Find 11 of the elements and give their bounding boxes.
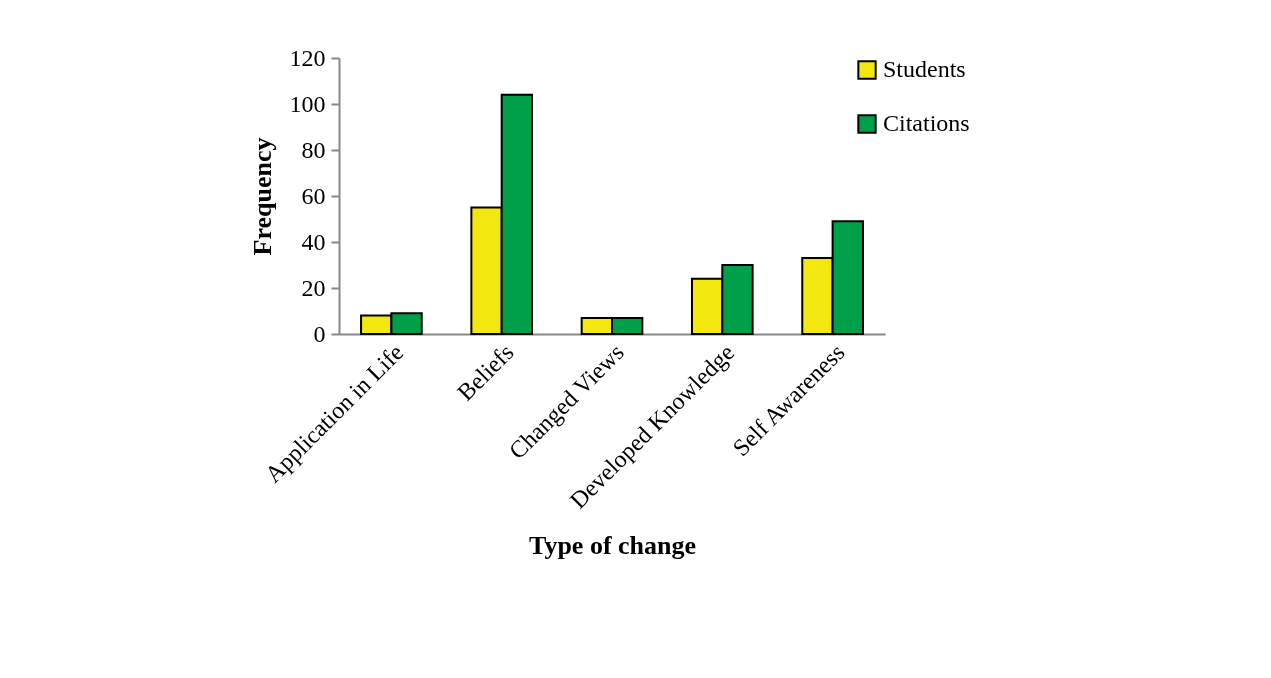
y-tick-label: 60	[301, 182, 326, 209]
x-axis-title: Type of change	[528, 531, 697, 561]
y-axis-title: Frequency	[247, 137, 277, 256]
legend-label: Students	[883, 56, 966, 82]
legend-label: Citations	[883, 110, 970, 136]
y-tick-label: 120	[289, 44, 326, 71]
y-tick-label: 80	[301, 136, 326, 163]
y-tick-label: 20	[301, 274, 326, 301]
y-tick-label: 100	[289, 90, 326, 117]
y-tick-label: 40	[301, 228, 326, 255]
y-tick-label: 0	[313, 320, 326, 347]
